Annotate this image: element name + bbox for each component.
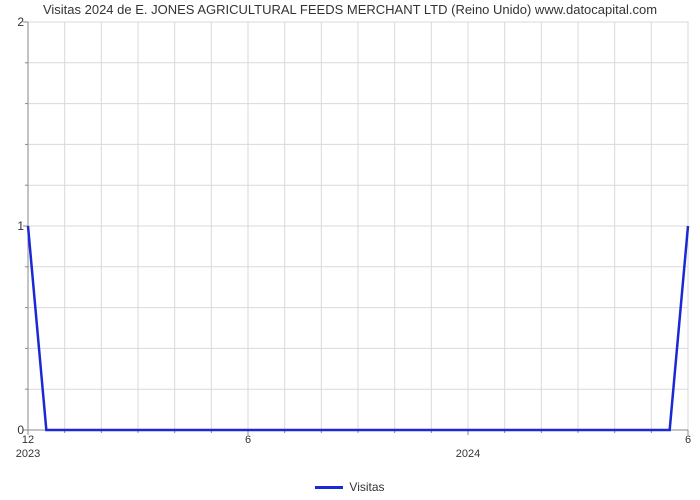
y-tick-label: 2 <box>17 15 24 29</box>
x-tick-year-label: 2023 <box>16 448 40 460</box>
x-tick-label: 6 <box>245 434 251 446</box>
chart-title: Visitas 2024 de E. JONES AGRICULTURAL FE… <box>0 2 700 17</box>
legend: Visitas <box>0 480 700 494</box>
x-tick-year-label: 2024 <box>456 448 480 460</box>
y-tick-label: 1 <box>17 219 24 233</box>
legend-swatch <box>315 486 343 489</box>
x-tick-label: 12 <box>22 434 34 446</box>
x-tick-label: 6 <box>685 434 691 446</box>
plot-area <box>28 22 688 430</box>
line-chart-svg <box>28 22 688 430</box>
legend-label: Visitas <box>349 480 384 494</box>
